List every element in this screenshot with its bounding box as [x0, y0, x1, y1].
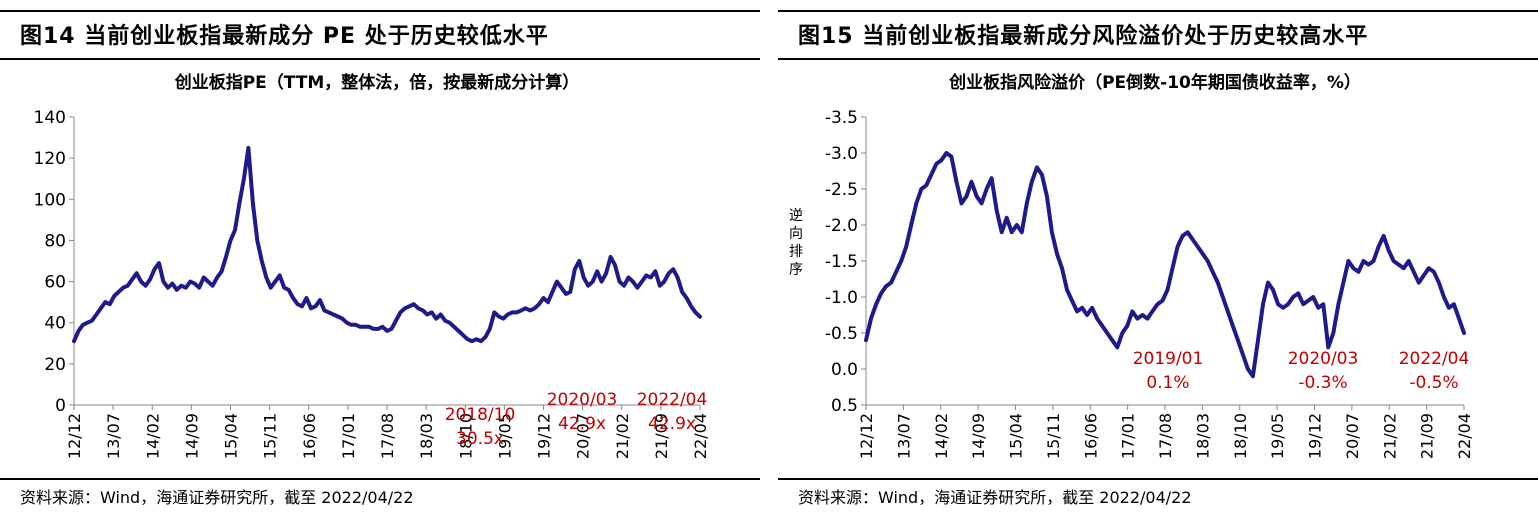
pe-line-chart: 创业板指PE（TTM，整体法，倍，按最新成分计算） 0 20 40 60 80 100 120…: [34, 72, 710, 459]
y-tick-label: -2.0: [825, 216, 858, 236]
figure-14-panel: 图14 当前创业板指最新成分 PE 处于历史较低水平 创业板指PE（TTM，整体…: [0, 0, 760, 516]
x-tick-label: 15/11: [261, 413, 280, 459]
figure-title: 图15 当前创业板指最新成分风险溢价处于历史较高水平: [798, 24, 1369, 49]
x-tick-label: 19/05: [1268, 413, 1287, 459]
x-tick-label: 21/09: [1418, 413, 1437, 459]
y-tick-label: -0.5: [825, 324, 858, 344]
annotation-label: 2018/10 30.5x: [445, 405, 516, 449]
y-axis-label: 逆向排序: [789, 208, 803, 278]
y-tick-label: 0: [55, 396, 66, 416]
risk-premium-line-chart: 创业板指风险溢价（PE倒数-10年期国债收益率，%） -3.5 -3.0 -2.5 -2…: [789, 72, 1474, 459]
top-rule: [778, 10, 1538, 12]
x-tick-label: 17/08: [1156, 413, 1175, 459]
y-tick-label: 0.5: [831, 396, 858, 416]
annotation-label: 2022/04 -0.5%: [1399, 349, 1470, 393]
x-tick-label: 15/11: [1044, 413, 1063, 459]
x-tick-label: 18/10: [1231, 413, 1250, 459]
y-tick-label: -1.0: [825, 288, 858, 308]
y-tick-label: -3.5: [825, 108, 858, 128]
y-tick-label: 0.0: [831, 360, 858, 380]
top-rule: [0, 10, 760, 12]
x-tick-label: 22/04: [691, 413, 710, 459]
x-tick-label: 18/03: [1193, 413, 1212, 459]
source-note: 资料来源：Wind，海通证券研究所，截至 2022/04/22: [20, 488, 414, 507]
source-note: 资料来源：Wind，海通证券研究所，截至 2022/04/22: [798, 488, 1192, 507]
annotation-label: 2020/03 42.9x: [547, 390, 618, 434]
x-tick-label: 13/07: [104, 413, 123, 459]
x-tick-label: 15/04: [222, 413, 241, 459]
x-tick-label: 14/09: [182, 413, 201, 459]
x-tick-label: 12/12: [857, 413, 876, 459]
bottom-rule: [0, 478, 760, 480]
x-tick-label: 14/02: [143, 413, 162, 459]
bottom-rule: [778, 478, 1538, 480]
figure-15-panel: 图15 当前创业板指最新成分风险溢价处于历史较高水平 创业板指风险溢价（PE倒数…: [778, 0, 1538, 516]
title-rule: [0, 58, 760, 60]
x-tick-label: 21/02: [1380, 413, 1399, 459]
x-tick-label: 19/12: [1306, 413, 1325, 459]
annotation-label: 2022/04 42.9x: [637, 390, 708, 434]
x-tick-label: 14/02: [932, 413, 951, 459]
x-tick-label: 22/04: [1455, 413, 1474, 459]
y-tick-label: 120: [34, 149, 66, 169]
x-tick-label: 15/04: [1007, 413, 1026, 459]
annotation-label: 2019/01 0.1%: [1133, 349, 1204, 393]
x-tick-label: 20/07: [574, 413, 593, 459]
x-tick-label: 17/08: [378, 413, 397, 459]
x-tick-label: 20/07: [1343, 413, 1362, 459]
y-tick-label: -3.0: [825, 144, 858, 164]
annotation-label: 2020/03 -0.3%: [1288, 349, 1359, 393]
x-tick-label: 19/05: [495, 413, 514, 459]
chart-title: 创业板指风险溢价（PE倒数-10年期国债收益率，%）: [948, 72, 1361, 93]
x-tick-label: 17/01: [339, 413, 358, 459]
chart-title: 创业板指PE（TTM，整体法，倍，按最新成分计算）: [174, 72, 580, 93]
y-tick-label: 80: [44, 231, 66, 251]
y-tick-label: 20: [44, 355, 66, 375]
series-line: [864, 151, 1466, 379]
y-tick-label: -2.5: [825, 180, 858, 200]
x-tick-label: 17/01: [1119, 413, 1138, 459]
x-tick-label: 16/06: [300, 413, 319, 459]
x-tick-label: 21/09: [652, 413, 671, 459]
y-tick-label: 40: [44, 314, 66, 334]
y-tick-label: 140: [34, 108, 66, 128]
figure-title: 图14 当前创业板指最新成分 PE 处于历史较低水平: [20, 24, 549, 49]
x-tick-label: 16/06: [1081, 413, 1100, 459]
y-tick-label: 60: [44, 273, 66, 293]
y-tick-label: 100: [34, 190, 66, 210]
x-tick-label: 12/12: [65, 413, 84, 459]
x-tick-label: 18/03: [417, 413, 436, 459]
y-tick-label: -1.5: [825, 252, 858, 272]
x-tick-label: 14/09: [969, 413, 988, 459]
x-tick-label: 21/02: [613, 413, 632, 459]
series-line: [72, 145, 702, 344]
x-tick-label: 13/07: [894, 413, 913, 459]
title-rule: [778, 58, 1538, 60]
x-tick-label: 18/10: [456, 413, 475, 459]
x-tick-label: 19/12: [535, 413, 554, 459]
